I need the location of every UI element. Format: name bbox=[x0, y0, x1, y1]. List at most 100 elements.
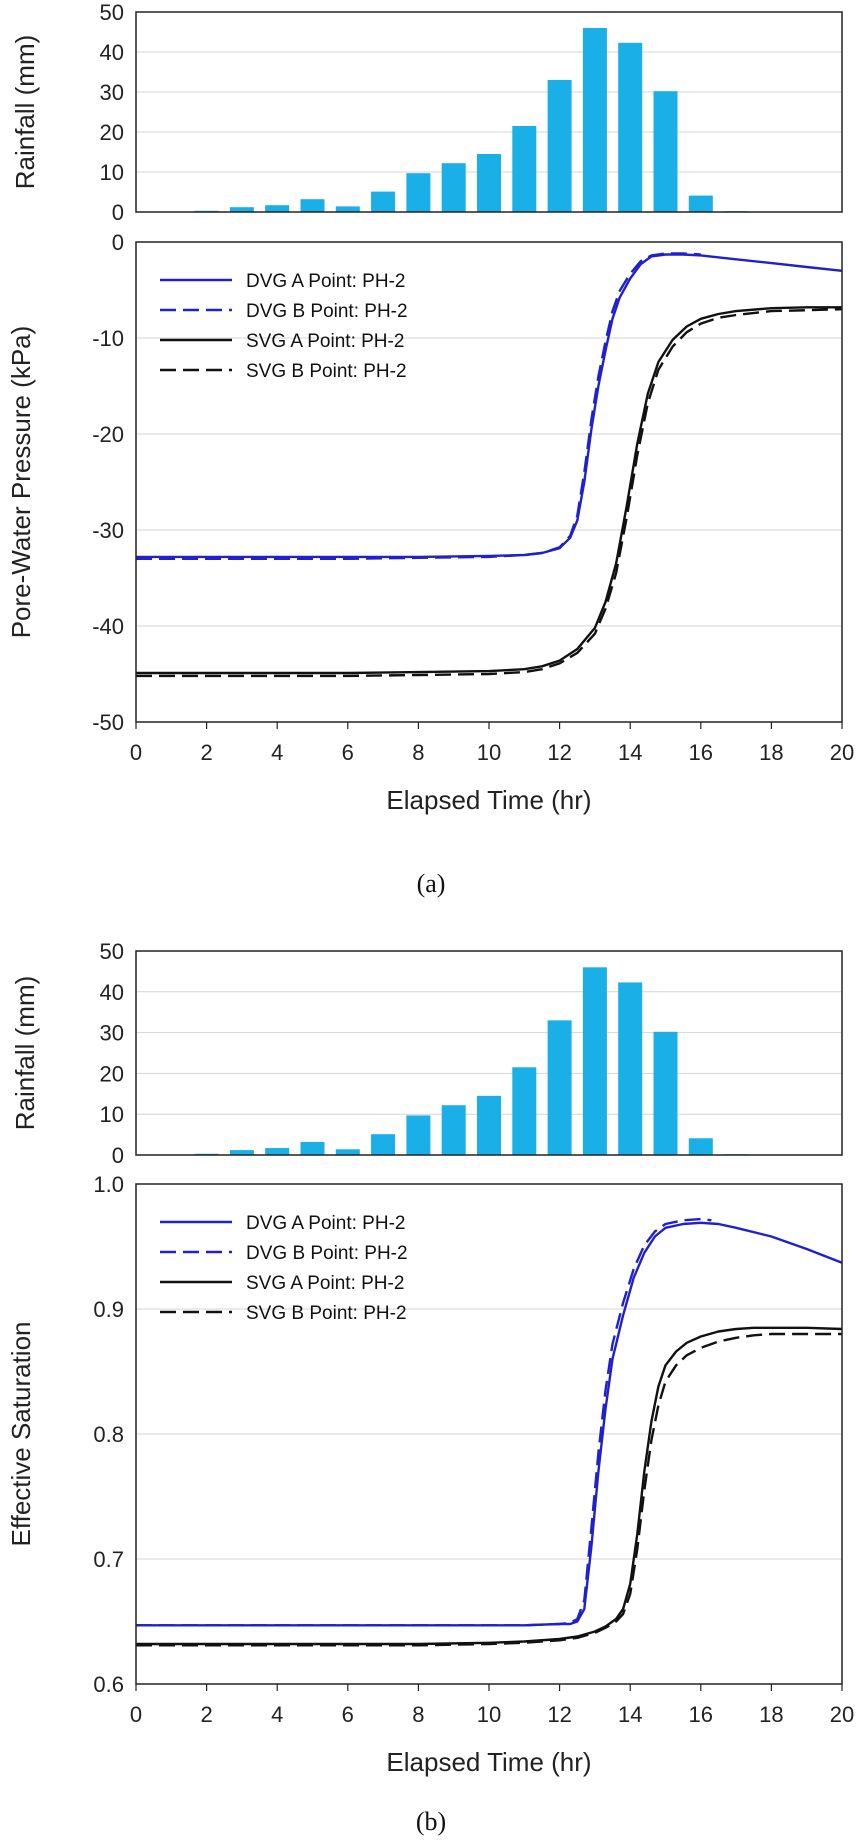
rainfall-ytick-label: 20 bbox=[100, 1061, 124, 1086]
main-xtick-label: 18 bbox=[759, 740, 783, 765]
rainfall-bar bbox=[618, 982, 643, 1155]
rainfall-ytick-label: 30 bbox=[100, 80, 124, 105]
rainfall-bar bbox=[476, 154, 502, 212]
rainfall-bar bbox=[371, 1134, 396, 1155]
rainfall-chart-a: 0 10 20 30 40 50 Rainfall (mm) bbox=[10, 0, 843, 225]
main-xtick-label: 0 bbox=[130, 740, 142, 765]
rainfall-bar bbox=[547, 1020, 572, 1155]
main-xtick-label: 14 bbox=[618, 1702, 642, 1727]
rainfall-bar bbox=[582, 967, 607, 1155]
pressure-ylabel-a: Pore-Water Pressure (kPa) bbox=[6, 326, 36, 639]
main-xtick-label: 2 bbox=[200, 1702, 212, 1727]
series-line bbox=[136, 306, 842, 675]
pressure-yticks-a: -50 -40 -30 -20 -10 0 bbox=[92, 230, 124, 735]
saturation-xticks-b: 0 2 4 6 8 10 12 14 16 18 20 bbox=[130, 1684, 854, 1727]
main-xtick-label: 8 bbox=[412, 740, 424, 765]
main-xtick-label: 6 bbox=[342, 1702, 354, 1727]
series-line bbox=[136, 308, 843, 678]
rainfall-ytick-label: 40 bbox=[100, 980, 124, 1005]
pressure-xticks-a: 0 2 4 6 8 10 12 14 16 18 20 bbox=[130, 722, 854, 765]
series-line bbox=[136, 1326, 843, 1646]
rainfall-ytick-label: 20 bbox=[100, 120, 124, 145]
rainfall-frame-b bbox=[135, 950, 843, 1156]
rainfall-bars-b bbox=[194, 967, 749, 1155]
legend-label: SVG B Point: PH-2 bbox=[246, 1303, 407, 1324]
rainfall-bar bbox=[688, 195, 713, 212]
rainfall-bar bbox=[371, 191, 396, 212]
rainfall-bar bbox=[335, 206, 360, 212]
main-xtick-label: 0 bbox=[130, 1702, 142, 1727]
rainfall-bar bbox=[512, 126, 537, 212]
rainfall-ytick-label: 50 bbox=[100, 0, 124, 25]
rainfall-frame-a bbox=[135, 11, 843, 213]
rainfall-chart-b: 0 10 20 30 40 50 Rainfall (mm) bbox=[10, 939, 843, 1168]
rainfall-bar bbox=[229, 207, 254, 212]
legend-label: DVG B Point: PH-2 bbox=[246, 301, 408, 322]
rainfall-ytick-label: 0 bbox=[112, 200, 124, 225]
saturation-lines-b bbox=[136, 1217, 843, 1647]
rainfall-ytick-label: 40 bbox=[100, 40, 124, 65]
rainfall-bar bbox=[265, 1148, 290, 1155]
main-ytick-label: 0.6 bbox=[93, 1672, 124, 1697]
rainfall-bar bbox=[265, 205, 290, 212]
saturation-xlabel-b: Elapsed Time (hr) bbox=[386, 1747, 591, 1777]
rainfall-ytick-label: 10 bbox=[100, 160, 124, 185]
rainfall-bar bbox=[618, 42, 643, 212]
rainfall-yticks-b: 0 10 20 30 40 50 bbox=[100, 939, 124, 1168]
legend-label: DVG A Point: PH-2 bbox=[246, 1213, 405, 1234]
main-xtick-label: 14 bbox=[618, 740, 642, 765]
saturation-ylabel-b: Effective Saturation bbox=[6, 1322, 36, 1547]
main-ytick-label: 1.0 bbox=[93, 1172, 124, 1197]
saturation-yticks-b: 0.6 0.7 0.8 0.9 1.0 bbox=[93, 1172, 124, 1697]
main-xtick-label: 4 bbox=[271, 1702, 283, 1727]
main-ytick-label: 0.9 bbox=[93, 1297, 124, 1322]
main-ytick-label: 0.8 bbox=[93, 1422, 124, 1447]
main-ytick-label: -50 bbox=[92, 710, 124, 735]
legend-label: SVG A Point: PH-2 bbox=[246, 331, 404, 352]
rainfall-ytick-label: 30 bbox=[100, 1021, 124, 1046]
legend-a: DVG A Point: PH-2 DVG B Point: PH-2 SVG A … bbox=[160, 271, 408, 382]
rainfall-bar bbox=[476, 1095, 502, 1155]
rainfall-ylabel-b: Rainfall (mm) bbox=[10, 976, 40, 1131]
main-xtick-label: 10 bbox=[477, 1702, 501, 1727]
rainfall-ytick-label: 0 bbox=[112, 1143, 124, 1168]
rainfall-bar bbox=[406, 1115, 431, 1155]
main-xtick-label: 20 bbox=[830, 740, 854, 765]
main-xtick-label: 4 bbox=[271, 740, 283, 765]
rainfall-bar bbox=[441, 1105, 466, 1155]
pore-pressure-chart-a: -50 -40 -30 -20 -10 0 0 2 4 6 8 10 12 14 16 18 20 DVG A… bbox=[6, 230, 854, 815]
main-xtick-label: 18 bbox=[759, 1702, 783, 1727]
rainfall-bar bbox=[582, 28, 607, 212]
main-xtick-label: 6 bbox=[342, 740, 354, 765]
rainfall-bar bbox=[335, 1149, 360, 1155]
main-xtick-label: 16 bbox=[689, 1702, 713, 1727]
rainfall-bar bbox=[688, 1138, 713, 1155]
series-line bbox=[136, 252, 701, 560]
series-line bbox=[136, 1332, 842, 1647]
rainfall-bar bbox=[653, 1031, 678, 1155]
rainfall-grid-b bbox=[136, 991, 842, 1115]
series-line bbox=[136, 1217, 712, 1627]
legend-label: SVG B Point: PH-2 bbox=[246, 361, 407, 382]
rainfall-ylabel-a: Rainfall (mm) bbox=[10, 35, 40, 190]
rainfall-bar bbox=[547, 80, 572, 212]
main-ytick-label: 0.7 bbox=[93, 1547, 124, 1572]
rainfall-bar bbox=[300, 199, 325, 212]
saturation-chart-b: 0.6 0.7 0.8 0.9 1.0 0 2 4 6 8 10 12 14 16 18 20 DVG A … bbox=[6, 1172, 854, 1777]
main-xtick-label: 20 bbox=[830, 1702, 854, 1727]
rainfall-bar bbox=[653, 91, 678, 212]
caption-b: (b) bbox=[416, 1807, 446, 1836]
rainfall-ytick-label: 50 bbox=[100, 939, 124, 964]
pressure-xlabel-a: Elapsed Time (hr) bbox=[386, 785, 591, 815]
rainfall-bar bbox=[441, 163, 466, 212]
saturation-grid-b bbox=[136, 1308, 842, 1560]
legend-b: DVG A Point: PH-2 DVG B Point: PH-2 SVG A … bbox=[160, 1213, 408, 1324]
main-ytick-label: -40 bbox=[92, 614, 124, 639]
main-xtick-label: 12 bbox=[547, 1702, 571, 1727]
rainfall-bar bbox=[512, 1067, 537, 1155]
main-xtick-label: 8 bbox=[412, 1702, 424, 1727]
rainfall-bar bbox=[406, 173, 431, 212]
main-xtick-label: 10 bbox=[477, 740, 501, 765]
